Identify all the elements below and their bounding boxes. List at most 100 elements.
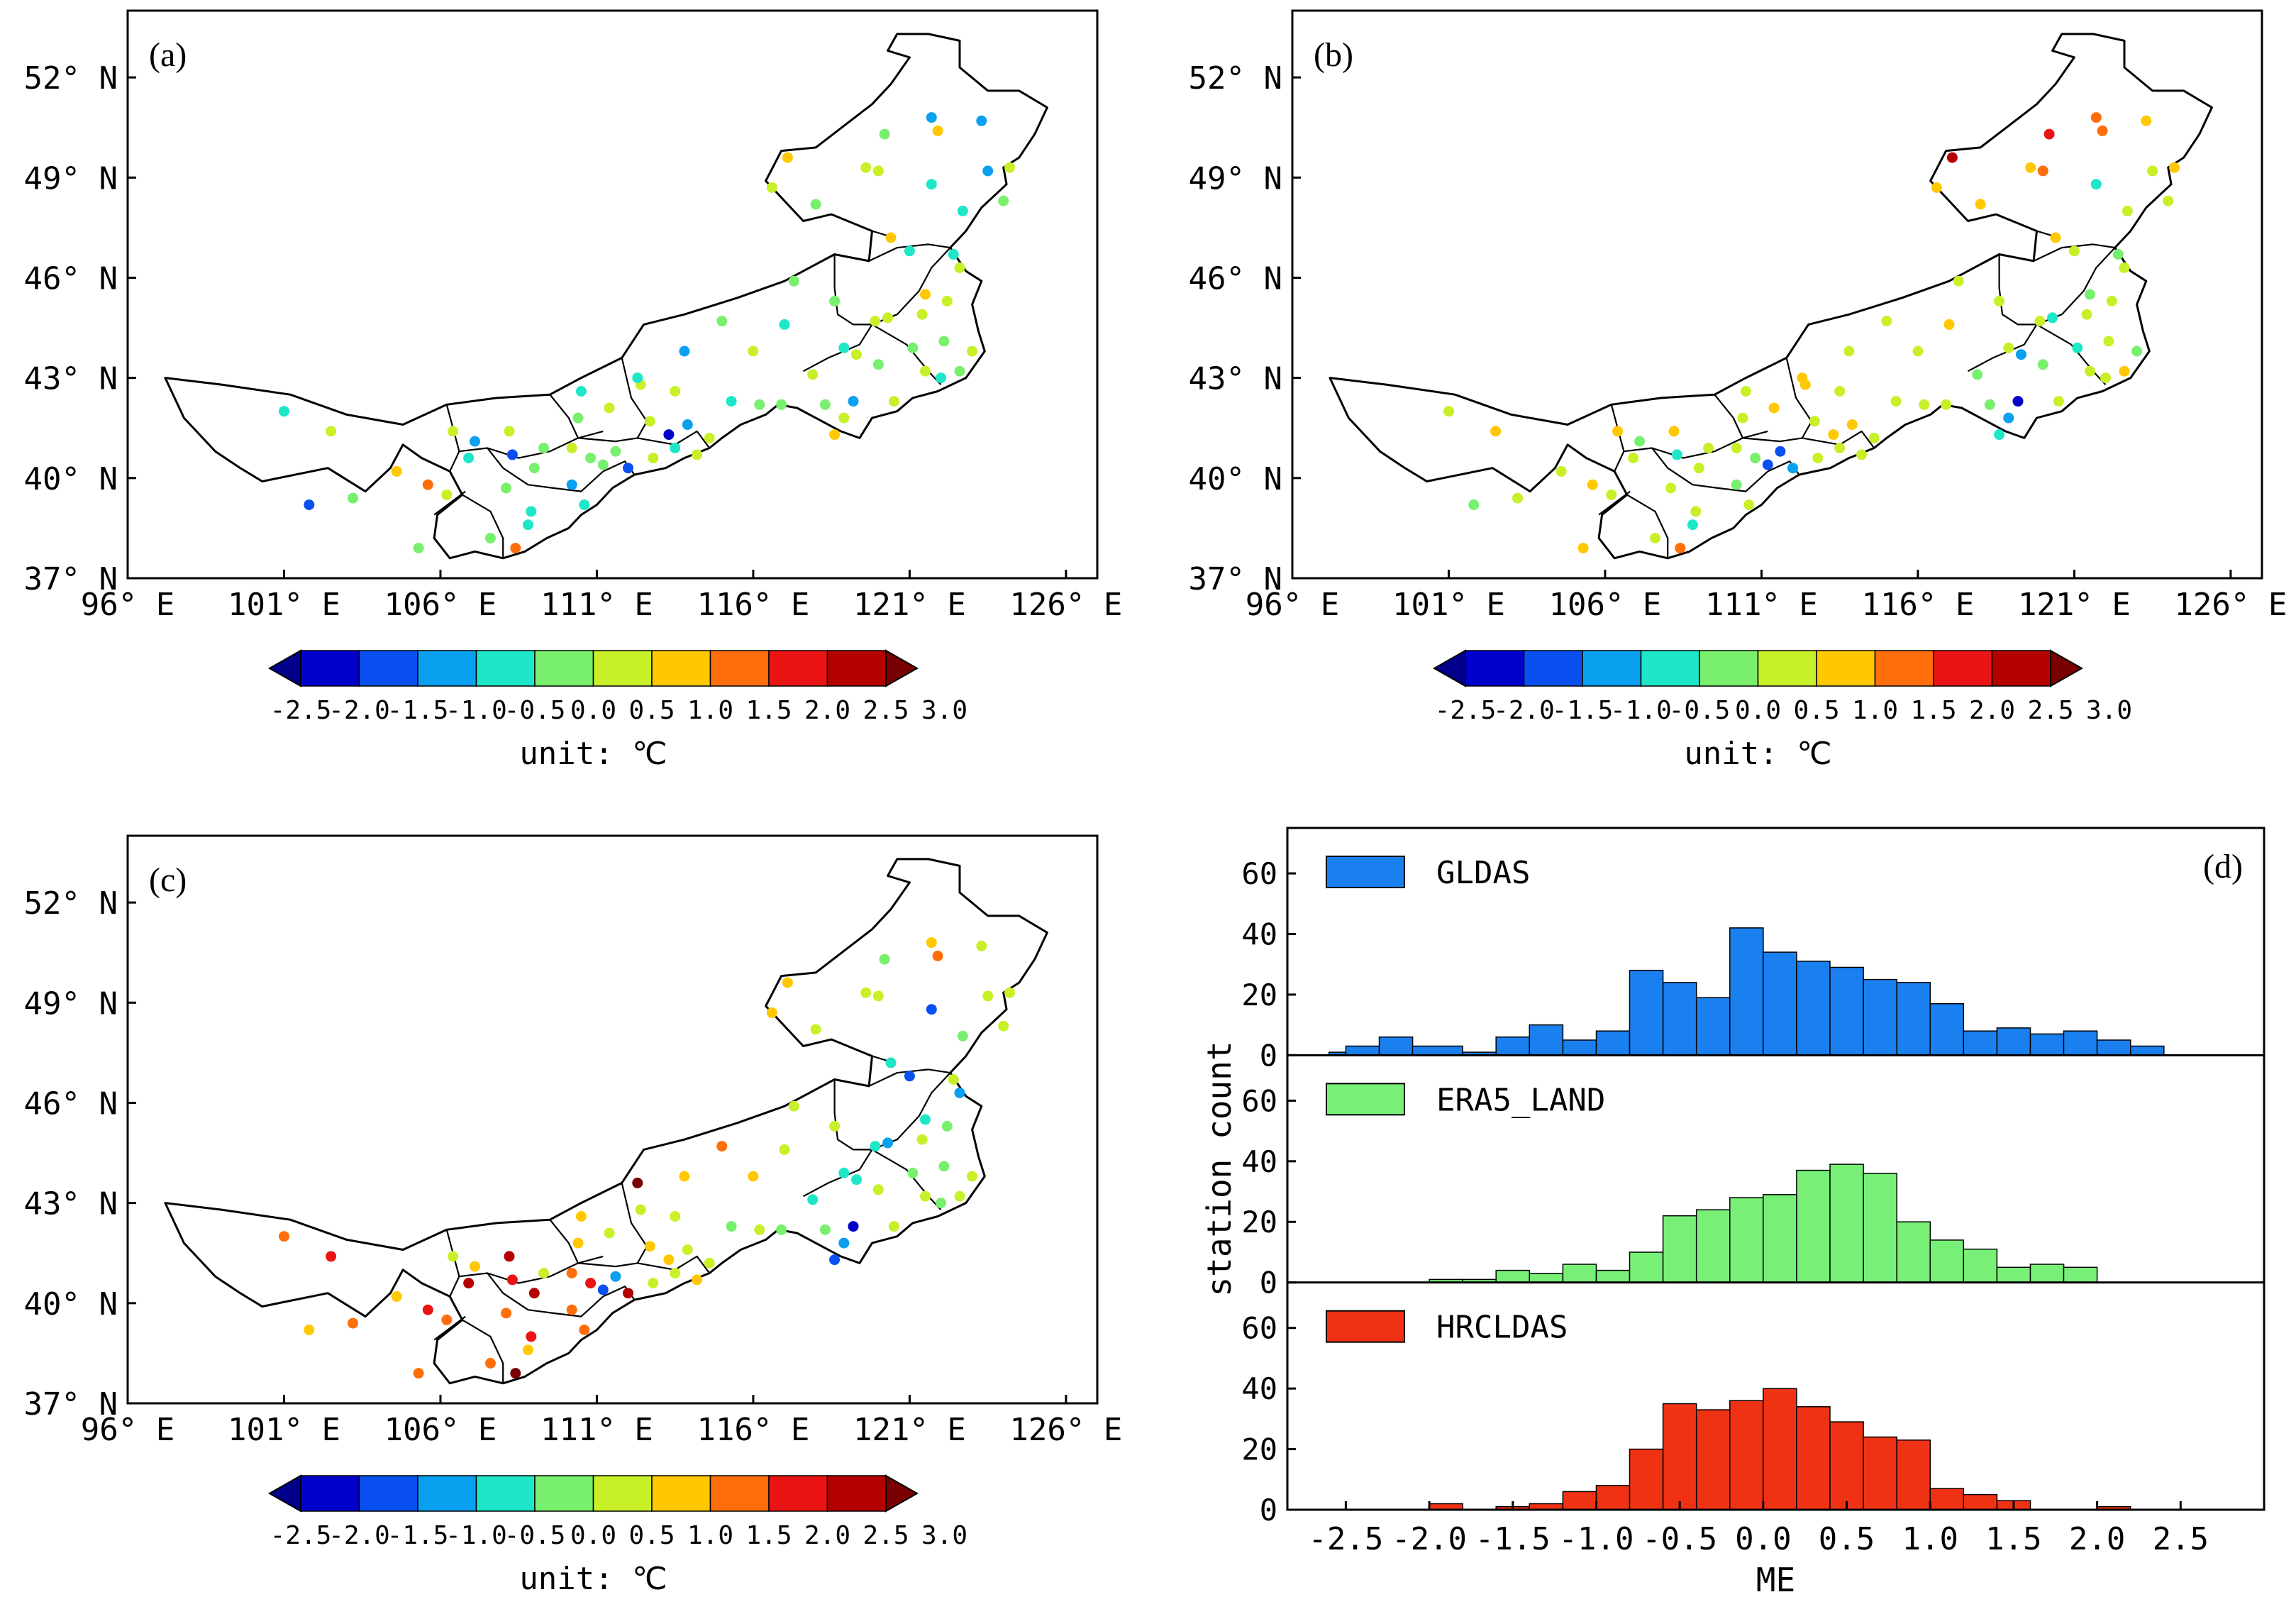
station-point <box>954 262 965 273</box>
league-boundary <box>462 494 504 558</box>
station-point <box>766 182 777 193</box>
colorbar-min-arrow <box>267 1474 301 1513</box>
station-point <box>1846 419 1858 430</box>
histogram-bar <box>1896 982 1931 1056</box>
histogram-bar <box>1629 1251 1664 1283</box>
colorbar-tick-label: 2.5 <box>863 696 909 725</box>
histogram-bar <box>1662 982 1697 1056</box>
league-boundary <box>1802 430 1875 449</box>
station-point <box>2090 179 2102 190</box>
colorbar-tick-label: 1.0 <box>687 696 733 725</box>
map-frame <box>126 834 1099 1405</box>
histogram-bar <box>1562 1039 1597 1056</box>
station-point <box>829 1120 841 1132</box>
league-boundary <box>871 1149 942 1210</box>
legend-swatch <box>1326 856 1405 888</box>
station-point <box>670 1211 681 1222</box>
colorbar-tick-label: -2.0 <box>328 696 390 725</box>
station-point <box>566 1268 577 1278</box>
station-point <box>2081 309 2092 320</box>
colorbar-segment <box>1757 650 1817 687</box>
y-axis-label: station count <box>1200 1041 1238 1296</box>
station-point <box>2085 365 2095 377</box>
station-point <box>566 1304 577 1315</box>
panel-label: (d) <box>2203 848 2243 885</box>
station-point <box>872 165 884 177</box>
map-panel-b: 96° E 101° E 106° E 111° E 116° E 121° E 126° … <box>1189 9 2287 772</box>
station-point <box>1975 199 1986 210</box>
histogram-frame <box>1286 827 2266 1511</box>
y-tick-label: 37° N <box>1189 561 1282 597</box>
station-point <box>954 1087 965 1098</box>
colorbar-segment <box>826 650 887 687</box>
station-point <box>941 1120 953 1132</box>
colorbar-tick-label: -2.5 <box>1435 696 1497 725</box>
league-boundary <box>1598 490 1631 516</box>
colorbar-segment <box>300 1475 360 1512</box>
station-point <box>716 1141 728 1152</box>
station-point <box>1750 453 1761 464</box>
station-point <box>2072 342 2083 353</box>
x-tick-label: 1.0 <box>1902 1521 1958 1557</box>
y-tick-label: 20 <box>1241 1432 1277 1467</box>
x-tick-label: 101° E <box>228 587 340 623</box>
y-tick-label: 43° N <box>1189 361 1282 397</box>
y-tick-label: 46° N <box>24 260 118 297</box>
y-tick-label: 52° N <box>24 885 118 922</box>
station-point <box>679 346 690 357</box>
y-tick-label: 46° N <box>24 1085 118 1122</box>
station-point <box>829 295 841 306</box>
station-point <box>848 396 859 407</box>
histogram-bar <box>1495 1036 1531 1056</box>
station-point <box>579 499 590 510</box>
x-axis-label: ME <box>1756 1561 1795 1597</box>
histogram-bar <box>1629 969 1664 1056</box>
station-point <box>982 165 994 177</box>
station-point <box>1797 372 1808 384</box>
station-point <box>704 1257 715 1269</box>
station-point <box>501 1308 512 1319</box>
station-point <box>391 1291 402 1302</box>
colorbar-tick-label: 0.5 <box>628 1521 675 1550</box>
station-point <box>623 1288 633 1299</box>
league-boundary <box>577 358 648 443</box>
x-tick-label: -1.5 <box>1475 1521 1551 1557</box>
y-tick-label: 52° N <box>1189 60 1282 96</box>
histogram-bar <box>1529 1273 1564 1283</box>
station-point <box>2163 195 2174 206</box>
station-point <box>610 446 621 457</box>
x-tick-label: 2.0 <box>2069 1521 2125 1557</box>
colorbar-segment <box>475 650 536 687</box>
station-point <box>610 1271 621 1282</box>
station-point <box>2112 249 2124 260</box>
station-point <box>819 1224 831 1235</box>
station-point <box>348 1317 358 1329</box>
station-point <box>1941 399 1952 410</box>
station-point <box>882 312 894 324</box>
histogram-era5-land: 0 20 40 60 ERA5_LAND <box>1241 1054 2264 1300</box>
colorbar-segment <box>1523 650 1583 687</box>
colorbar-tick-label: 3.0 <box>921 696 967 725</box>
station-point <box>1919 399 1930 410</box>
x-tick-label: -2.0 <box>1392 1521 1467 1557</box>
station-point <box>510 543 521 554</box>
y-tick-label: 0 <box>1260 1493 1277 1527</box>
colorbar-tick-label: 1.0 <box>687 1521 733 1550</box>
x-tick-label: 101° E <box>1392 587 1505 623</box>
colorbar-segment <box>768 1475 828 1512</box>
station-point <box>604 402 615 414</box>
station-point <box>1868 432 1880 443</box>
x-tick-label: -1.0 <box>1558 1521 1634 1557</box>
station-point <box>1856 449 1868 460</box>
station-point <box>2043 128 2055 140</box>
histogram-bar <box>1796 1169 1831 1283</box>
station-point <box>623 463 633 474</box>
colorbar-tick-label: 2.5 <box>2027 696 2073 725</box>
histogram-bar <box>1662 1403 1697 1510</box>
histogram-bar <box>1729 1400 1764 1510</box>
station-point <box>579 1325 590 1335</box>
histogram-bar <box>2129 1045 2165 1056</box>
station-point <box>632 372 643 384</box>
histogram-bar <box>1729 927 1764 1056</box>
station-point <box>648 1278 659 1289</box>
